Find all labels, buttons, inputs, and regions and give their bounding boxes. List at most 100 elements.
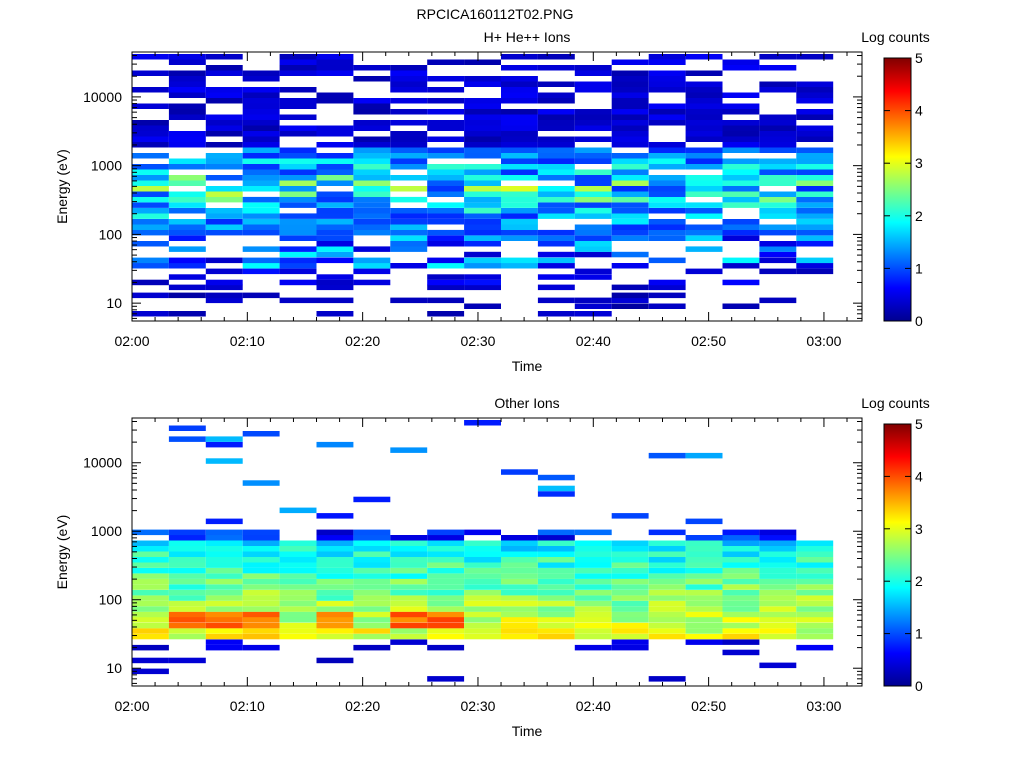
heatmap-cell bbox=[464, 213, 501, 219]
heatmap-cell bbox=[464, 562, 501, 568]
x-tick-label: 02:20 bbox=[345, 333, 380, 349]
heatmap-cell bbox=[759, 136, 797, 142]
heatmap-cell bbox=[390, 70, 428, 76]
heatmap-cell bbox=[796, 628, 834, 634]
heatmap-cell bbox=[722, 633, 760, 640]
heatmap-cell bbox=[390, 578, 428, 585]
heatmap-cell bbox=[205, 633, 243, 640]
heatmap-cell bbox=[574, 175, 612, 181]
heatmap-cell bbox=[501, 617, 538, 623]
heatmap-cell bbox=[574, 191, 612, 197]
heatmap-cell bbox=[759, 169, 797, 175]
heatmap-cell bbox=[464, 529, 501, 536]
heatmap-cell bbox=[427, 284, 465, 291]
heatmap-cell bbox=[390, 606, 428, 612]
heatmap-cell bbox=[316, 241, 354, 247]
heatmap-cell bbox=[685, 540, 723, 546]
heatmap-cell bbox=[464, 224, 501, 230]
heatmap-cell bbox=[316, 622, 354, 629]
heatmap-cell bbox=[611, 540, 649, 546]
heatmap-cell bbox=[427, 136, 465, 142]
heatmap-cell bbox=[464, 81, 501, 87]
heatmap-cell bbox=[611, 297, 649, 304]
heatmap-cell bbox=[685, 229, 723, 236]
heatmap-cell bbox=[242, 567, 280, 574]
heatmap-cell bbox=[722, 617, 760, 623]
heatmap-cell bbox=[427, 595, 465, 601]
heatmap-cell bbox=[132, 219, 169, 225]
heatmap-cell bbox=[759, 529, 797, 536]
heatmap-cell bbox=[316, 595, 354, 601]
heatmap-cell bbox=[242, 87, 280, 93]
heatmap-cell bbox=[242, 611, 280, 618]
heatmap-cell bbox=[685, 54, 723, 60]
heatmap-cell bbox=[464, 540, 501, 546]
heatmap-cell bbox=[353, 65, 391, 71]
heatmap-cell bbox=[722, 229, 760, 236]
heatmap-cell bbox=[796, 268, 834, 275]
heatmap-cell bbox=[501, 213, 538, 219]
heatmap-cell bbox=[168, 436, 206, 442]
heatmap-cell bbox=[759, 546, 797, 552]
colorbar-tick-label: 4 bbox=[915, 468, 923, 484]
heatmap-cell bbox=[132, 540, 169, 546]
heatmap-cell bbox=[464, 584, 501, 590]
heatmap-cell bbox=[648, 87, 686, 93]
heatmap-cell bbox=[537, 485, 575, 492]
heatmap-cell bbox=[796, 617, 834, 623]
heatmap-cell bbox=[132, 600, 169, 607]
heatmap-cell bbox=[390, 153, 428, 159]
heatmap-cell bbox=[464, 125, 501, 131]
heatmap-cell bbox=[353, 578, 391, 585]
heatmap-cell bbox=[353, 562, 391, 568]
heatmap-cell bbox=[685, 606, 723, 612]
heatmap-cell bbox=[353, 224, 391, 230]
heatmap-cell bbox=[132, 208, 169, 214]
heatmap-cell bbox=[242, 246, 280, 252]
heatmap-cell bbox=[205, 589, 243, 596]
heatmap-cell bbox=[796, 169, 834, 175]
heatmap-cell bbox=[464, 274, 501, 280]
heatmap-cell bbox=[759, 562, 797, 568]
heatmap-cell bbox=[648, 292, 686, 299]
heatmap-cell bbox=[464, 98, 501, 104]
heatmap-cell bbox=[537, 136, 575, 142]
heatmap-cell bbox=[611, 617, 649, 623]
heatmap-cell bbox=[722, 551, 760, 557]
heatmap-cell bbox=[537, 297, 575, 304]
heatmap-cell bbox=[353, 268, 391, 275]
heatmap-cell bbox=[648, 180, 686, 186]
heatmap-cell bbox=[574, 633, 612, 640]
heatmap-cell bbox=[242, 213, 280, 219]
heatmap-cell bbox=[537, 633, 575, 640]
heatmap-cell bbox=[501, 235, 538, 241]
heatmap-cell bbox=[501, 578, 538, 585]
heatmap-cell bbox=[168, 191, 206, 197]
heatmap-cell bbox=[759, 551, 797, 557]
heatmap-cell bbox=[759, 114, 797, 120]
heatmap-cell bbox=[796, 224, 834, 230]
heatmap-cell bbox=[501, 131, 538, 137]
heatmap-cell bbox=[574, 303, 612, 309]
heatmap-cell bbox=[611, 639, 649, 645]
heatmap-cell bbox=[611, 292, 649, 299]
heatmap-cell bbox=[501, 540, 538, 546]
heatmap-cell bbox=[501, 257, 538, 264]
heatmap-cell bbox=[242, 606, 280, 612]
heatmap-cell bbox=[279, 59, 317, 65]
heatmap-cell bbox=[648, 573, 686, 579]
heatmap-cell bbox=[501, 229, 538, 236]
heatmap-cell bbox=[427, 529, 465, 536]
heatmap-cell bbox=[279, 98, 317, 104]
heatmap-cell bbox=[537, 263, 575, 269]
heatmap-cell bbox=[648, 59, 686, 65]
heatmap-cell bbox=[796, 589, 834, 596]
heatmap-cell bbox=[611, 567, 649, 574]
heatmap-cell bbox=[205, 125, 243, 131]
heatmap-cell bbox=[574, 573, 612, 579]
heatmap-cell bbox=[427, 191, 465, 197]
heatmap-cell bbox=[611, 158, 649, 164]
heatmap-cell bbox=[316, 229, 354, 236]
heatmap-cell bbox=[611, 546, 649, 552]
